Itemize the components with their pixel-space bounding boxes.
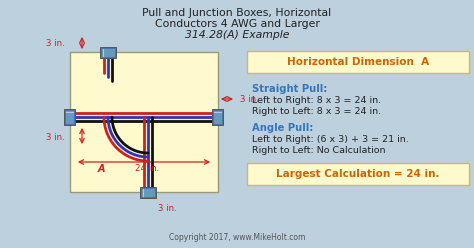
FancyBboxPatch shape [141,187,155,196]
Text: Left to Right: 8 x 3 = 24 in.: Left to Right: 8 x 3 = 24 in. [252,96,381,105]
FancyBboxPatch shape [247,163,469,185]
FancyBboxPatch shape [65,110,74,124]
Text: Copyright 2017, www.MikeHolt.com: Copyright 2017, www.MikeHolt.com [169,233,305,242]
Text: Right to Left: 8 x 3 = 24 in.: Right to Left: 8 x 3 = 24 in. [252,107,381,116]
Text: 24 in.: 24 in. [135,164,159,173]
Text: Straight Pull:: Straight Pull: [252,84,328,94]
Text: 314.28(A) Example: 314.28(A) Example [185,30,289,40]
Text: Largest Calculation = 24 in.: Largest Calculation = 24 in. [276,169,440,179]
Text: Angle Pull:: Angle Pull: [252,123,313,133]
Text: Left to Right: (6 x 3) + 3 = 21 in.: Left to Right: (6 x 3) + 3 = 21 in. [252,135,409,144]
FancyBboxPatch shape [64,109,75,125]
FancyBboxPatch shape [212,109,224,125]
Text: Pull and Junction Boxes, Horizontal: Pull and Junction Boxes, Horizontal [143,8,331,18]
Text: 3 in.: 3 in. [158,204,177,213]
Text: A: A [98,164,106,174]
FancyBboxPatch shape [247,51,469,73]
FancyBboxPatch shape [100,47,116,58]
Text: Horizontal Dimension  A: Horizontal Dimension A [287,57,429,67]
Text: 3 in.: 3 in. [240,94,259,103]
Text: 3 in.: 3 in. [46,132,65,142]
Text: 3 in.: 3 in. [46,38,65,48]
FancyBboxPatch shape [213,110,222,124]
FancyBboxPatch shape [70,52,218,192]
FancyBboxPatch shape [101,48,115,57]
Text: Right to Left: No Calculation: Right to Left: No Calculation [252,146,385,155]
FancyBboxPatch shape [140,186,156,197]
Text: Conductors 4 AWG and Larger: Conductors 4 AWG and Larger [155,19,319,29]
